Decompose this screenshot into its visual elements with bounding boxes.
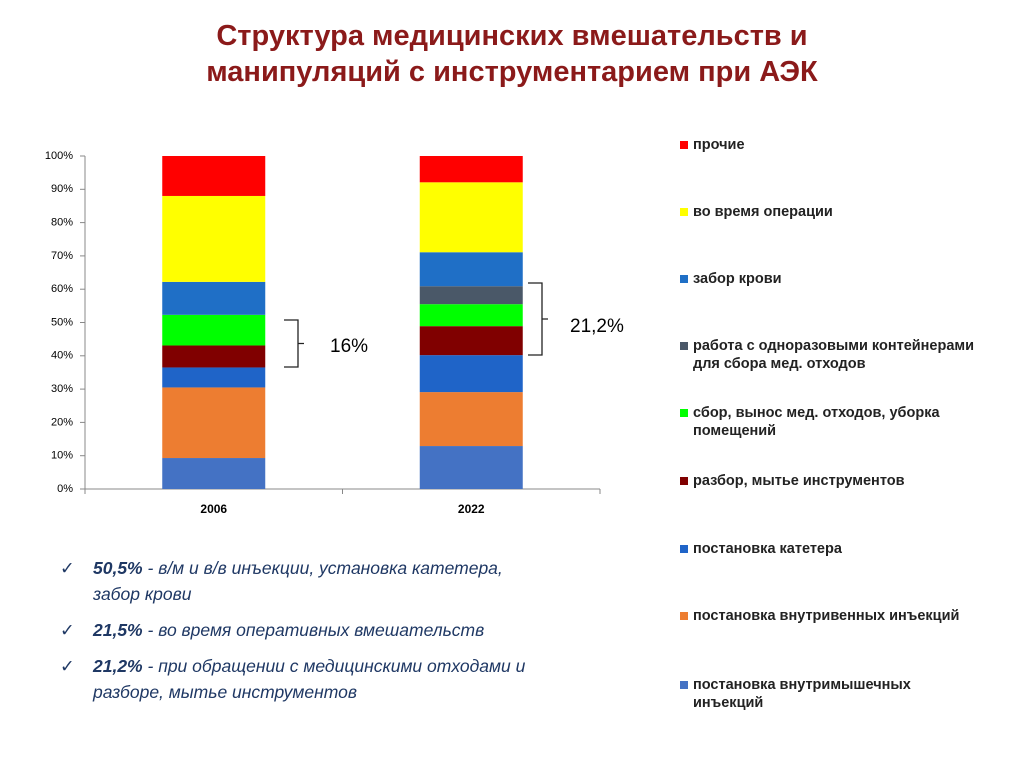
y-tick-label: 20%	[51, 416, 73, 428]
bar-segment	[162, 345, 266, 368]
bar-segment	[419, 392, 523, 447]
note-text: - во время оперативных вмешательств	[147, 620, 485, 640]
legend-item: постановка внутримышечных инъекций	[680, 676, 980, 712]
bar-segment	[162, 156, 266, 196]
legend-swatch	[680, 612, 688, 620]
legend-swatch	[680, 275, 688, 283]
bar-segment	[419, 326, 523, 356]
legend-swatch	[680, 545, 688, 553]
legend-item: во время операции	[680, 203, 980, 221]
note: ✓ 50,5% - в/м и в/в инъекции, установка к…	[60, 555, 530, 607]
note-value: 50,5%	[93, 558, 143, 578]
legend-label: постановка внутривенных инъекций	[693, 608, 960, 624]
legend-item: сбор, вынос мед. отходов, уборка помещен…	[680, 404, 980, 440]
note-value: 21,2%	[93, 656, 143, 676]
legend-swatch	[680, 409, 688, 417]
legend-swatch	[680, 208, 688, 216]
y-tick-label: 60%	[51, 283, 73, 295]
legend-item: постановка катетера	[680, 540, 980, 558]
y-tick-label: 40%	[51, 350, 73, 362]
y-tick-label: 30%	[51, 383, 73, 395]
y-tick-label: 0%	[57, 483, 73, 495]
y-tick-label: 50%	[51, 316, 73, 328]
check-icon: ✓	[60, 656, 75, 676]
check-icon: ✓	[60, 620, 75, 640]
legend-swatch	[680, 477, 688, 485]
y-tick-label: 10%	[51, 450, 73, 462]
note-text: - при обращении с медицинскими отходами …	[93, 656, 526, 702]
y-tick-label: 100%	[45, 150, 73, 162]
x-tick-label: 2022	[458, 502, 485, 516]
bar-segment	[419, 286, 523, 305]
bar-segment	[419, 446, 523, 489]
legend-label: сбор, вынос мед. отходов, уборка помещен…	[693, 405, 940, 439]
y-tick-label: 80%	[51, 217, 73, 229]
note: ✓ 21,5% - во время оперативных вмешательс…	[60, 617, 530, 643]
legend-label: забор крови	[693, 271, 782, 287]
annotation: 21,2%	[570, 316, 624, 337]
y-tick-label: 90%	[51, 183, 73, 195]
y-tick-label: 70%	[51, 250, 73, 262]
bracket	[528, 282, 548, 356]
bar-segment	[162, 314, 266, 346]
bar-segment	[419, 182, 523, 253]
bar-segment	[419, 252, 523, 287]
bar-segment	[162, 281, 266, 315]
check-icon: ✓	[60, 558, 75, 578]
legend-swatch	[680, 141, 688, 149]
bar-segment	[162, 387, 266, 459]
legend-item: забор крови	[680, 270, 980, 288]
legend-item: прочие	[680, 136, 980, 154]
legend-label: прочие	[693, 137, 745, 153]
bar-segment	[419, 156, 523, 183]
legend-item: разбор, мытье инструментов	[680, 472, 980, 490]
legend-item: работа с одноразовыми контейнерами для с…	[680, 337, 980, 373]
note-text: - в/м и в/в инъекции, установка катетера…	[93, 558, 503, 604]
bar-segment	[162, 458, 266, 489]
note: ✓ 21,2% - при обращении с медицинскими от…	[60, 653, 530, 705]
note-value: 21,5%	[93, 620, 143, 640]
legend-label: работа с одноразовыми контейнерами для с…	[693, 338, 975, 372]
bracket	[284, 319, 304, 368]
legend-label: разбор, мытье инструментов	[693, 473, 905, 489]
legend-swatch	[680, 681, 688, 689]
x-tick-label: 2006	[200, 502, 227, 516]
bar-segment	[162, 367, 266, 388]
legend-label: постановка катетера	[693, 541, 842, 557]
bar-segment	[419, 355, 523, 393]
legend-label: во время операции	[693, 204, 833, 220]
slide-title: Структура медицинских вмешательств и ман…	[206, 20, 818, 88]
legend-label: постановка внутримышечных инъекций	[693, 677, 911, 711]
bar-segment	[162, 195, 266, 282]
legend-swatch	[680, 342, 688, 350]
legend-item: постановка внутривенных инъекций	[680, 607, 980, 625]
annotation: 16%	[330, 336, 368, 357]
bar-segment	[419, 304, 523, 327]
notes: ✓ 50,5% - в/м и в/в инъекции, установка к…	[60, 555, 530, 715]
